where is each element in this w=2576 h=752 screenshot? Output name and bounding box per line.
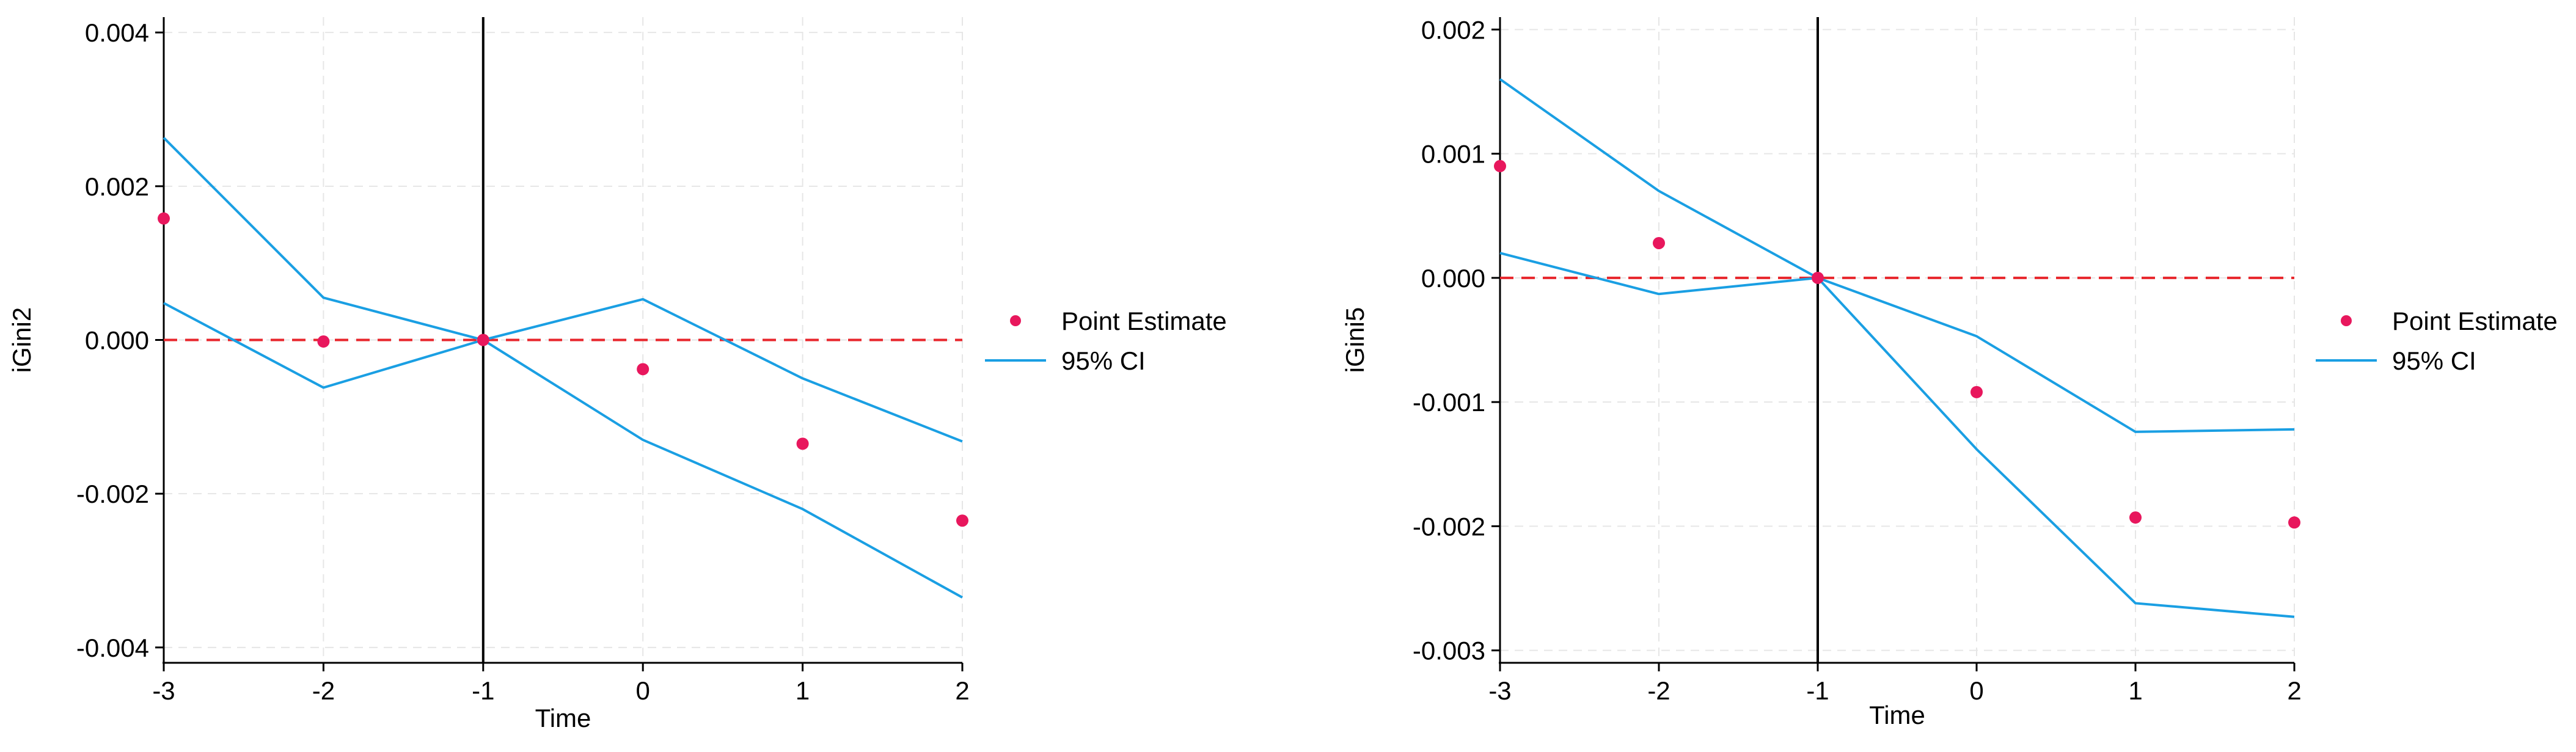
point-estimate-marker [317, 335, 330, 348]
y-tick-label: 0.001 [1421, 140, 1485, 169]
point-estimate-marker [1653, 236, 1665, 249]
x-tick-label: 2 [2287, 676, 2301, 705]
x-tick-label: 2 [955, 676, 969, 705]
y-tick-label: -0.002 [76, 480, 149, 508]
chart-panel-igini2: 0.004 0.002 0.000 -0.002 -0.004-3 -2 -1 0 1 2 Time… [7, 17, 1227, 732]
point-estimate-marker [477, 334, 489, 346]
ci-upper-line [1499, 78, 2295, 433]
y-axis-title: iGini2 [7, 307, 36, 373]
legend-label-ci: 95% CI [2392, 346, 2476, 375]
ci-lower-line [1499, 252, 2295, 618]
y-tick-label: -0.004 [76, 633, 149, 662]
y-tick-label: 0.002 [85, 172, 149, 201]
x-tick-label: -1 [472, 676, 494, 705]
legend-label-point-estimate: Point Estimate [2392, 307, 2558, 335]
point-estimate-marker [158, 212, 170, 225]
y-tick-label: -0.001 [1413, 388, 1485, 417]
point-estimate-marker [1494, 159, 1506, 172]
chart-panel-igini5: 0.002 0.001 0.000 -0.001 -0.002 -0.003-3 -2 -1 0… [1341, 15, 2558, 729]
x-tick-label: -1 [1806, 676, 1829, 705]
point-estimate-marker [1812, 271, 1824, 284]
legend-label-ci: 95% CI [1061, 346, 1146, 375]
x-tick-label: -3 [152, 676, 175, 705]
legend: Point Estimate 95% CI [985, 307, 1227, 375]
x-tick-label: -2 [1647, 676, 1670, 705]
point-estimate-marker [2288, 516, 2300, 529]
y-tick-label: 0.002 [1421, 15, 1485, 44]
legend-point-marker [1010, 315, 1021, 326]
legend: Point Estimate 95% CI [2316, 307, 2558, 375]
ci-lower-line [163, 302, 963, 599]
legend-label-point-estimate: Point Estimate [1061, 307, 1227, 335]
point-estimate-marker [2129, 511, 2142, 524]
x-tick-label: 1 [2128, 676, 2142, 705]
legend-point-marker [2341, 315, 2352, 326]
x-axis-title: Time [535, 704, 591, 732]
point-estimate-marker [1970, 385, 1983, 398]
point-estimate-marker [796, 437, 809, 450]
ci-upper-line [163, 137, 963, 443]
y-tick-label: 0.000 [1421, 264, 1485, 293]
y-tick-label: -0.002 [1413, 512, 1485, 541]
y-tick-label: 0.004 [85, 18, 149, 47]
y-axis-title: iGini5 [1341, 307, 1369, 373]
x-tick-label: 0 [636, 676, 650, 705]
x-tick-label: -2 [312, 676, 335, 705]
y-tick-label: 0.000 [85, 326, 149, 355]
point-estimate-marker [637, 363, 649, 376]
x-tick-label: -3 [1488, 676, 1511, 705]
x-tick-label: 0 [1969, 676, 1983, 705]
x-axis-title: Time [1869, 701, 1925, 729]
x-tick-label: 1 [796, 676, 810, 705]
y-tick-label: -0.003 [1413, 637, 1485, 665]
point-estimate-marker [956, 514, 968, 527]
